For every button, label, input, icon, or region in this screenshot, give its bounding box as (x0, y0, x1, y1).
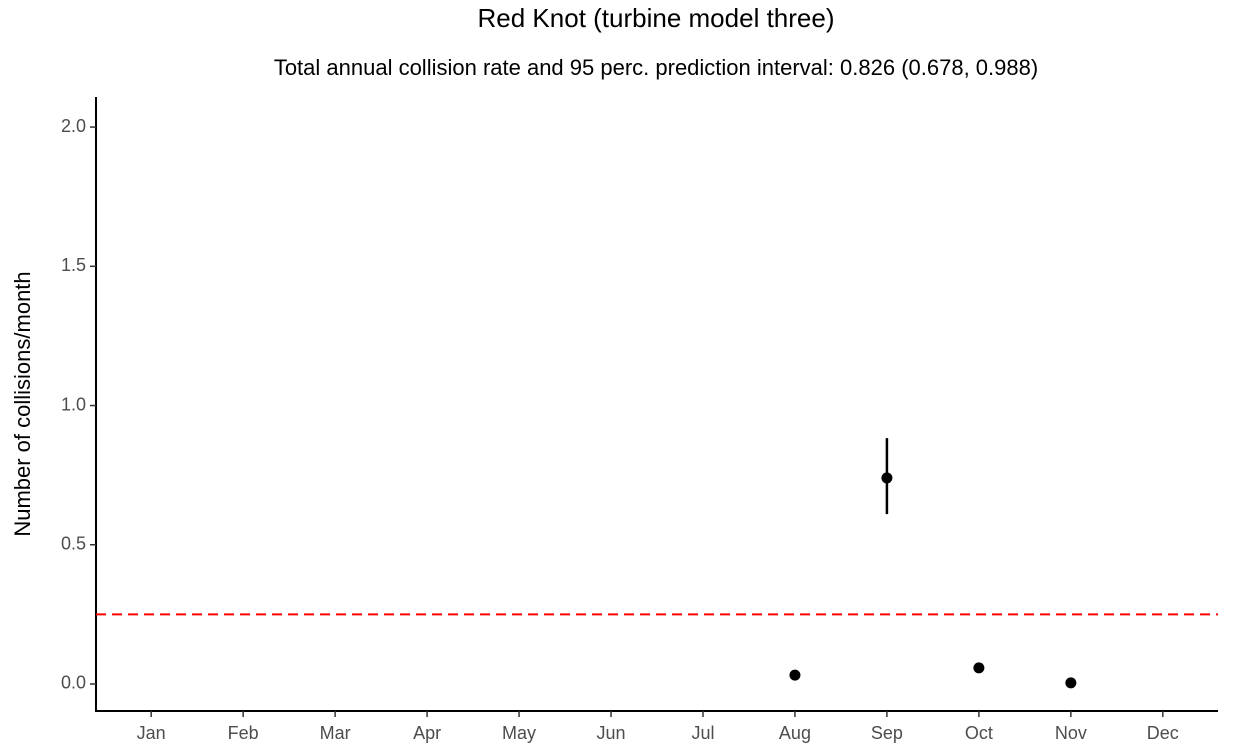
x-tick-label: Apr (413, 723, 441, 743)
x-tick-label: Aug (779, 723, 811, 743)
x-tick-label: Oct (965, 723, 993, 743)
x-tick-label: Mar (320, 723, 351, 743)
x-tick-label: Jul (691, 723, 714, 743)
point (973, 662, 985, 674)
x-tick-label: Jan (137, 723, 166, 743)
y-tick-label: 1.5 (61, 255, 86, 275)
chart-subtitle: Total annual collision rate and 95 perc.… (274, 55, 1038, 80)
point (789, 669, 801, 681)
x-tick-label: May (502, 723, 536, 743)
x-tick-label: Sep (871, 723, 903, 743)
x-tick-label: Nov (1055, 723, 1087, 743)
y-tick-label: 2.0 (61, 116, 86, 136)
y-tick-label: 1.0 (61, 394, 86, 414)
point (1065, 677, 1077, 689)
x-tick-label: Jun (597, 723, 626, 743)
point (881, 472, 893, 484)
y-tick-label: 0.0 (61, 673, 86, 693)
chart-title: Red Knot (turbine model three) (478, 3, 835, 33)
x-tick-label: Feb (228, 723, 259, 743)
y-tick-label: 0.5 (61, 534, 86, 554)
y-axis-label: Number of collisions/month (10, 271, 35, 536)
x-tick-label: Dec (1147, 723, 1179, 743)
